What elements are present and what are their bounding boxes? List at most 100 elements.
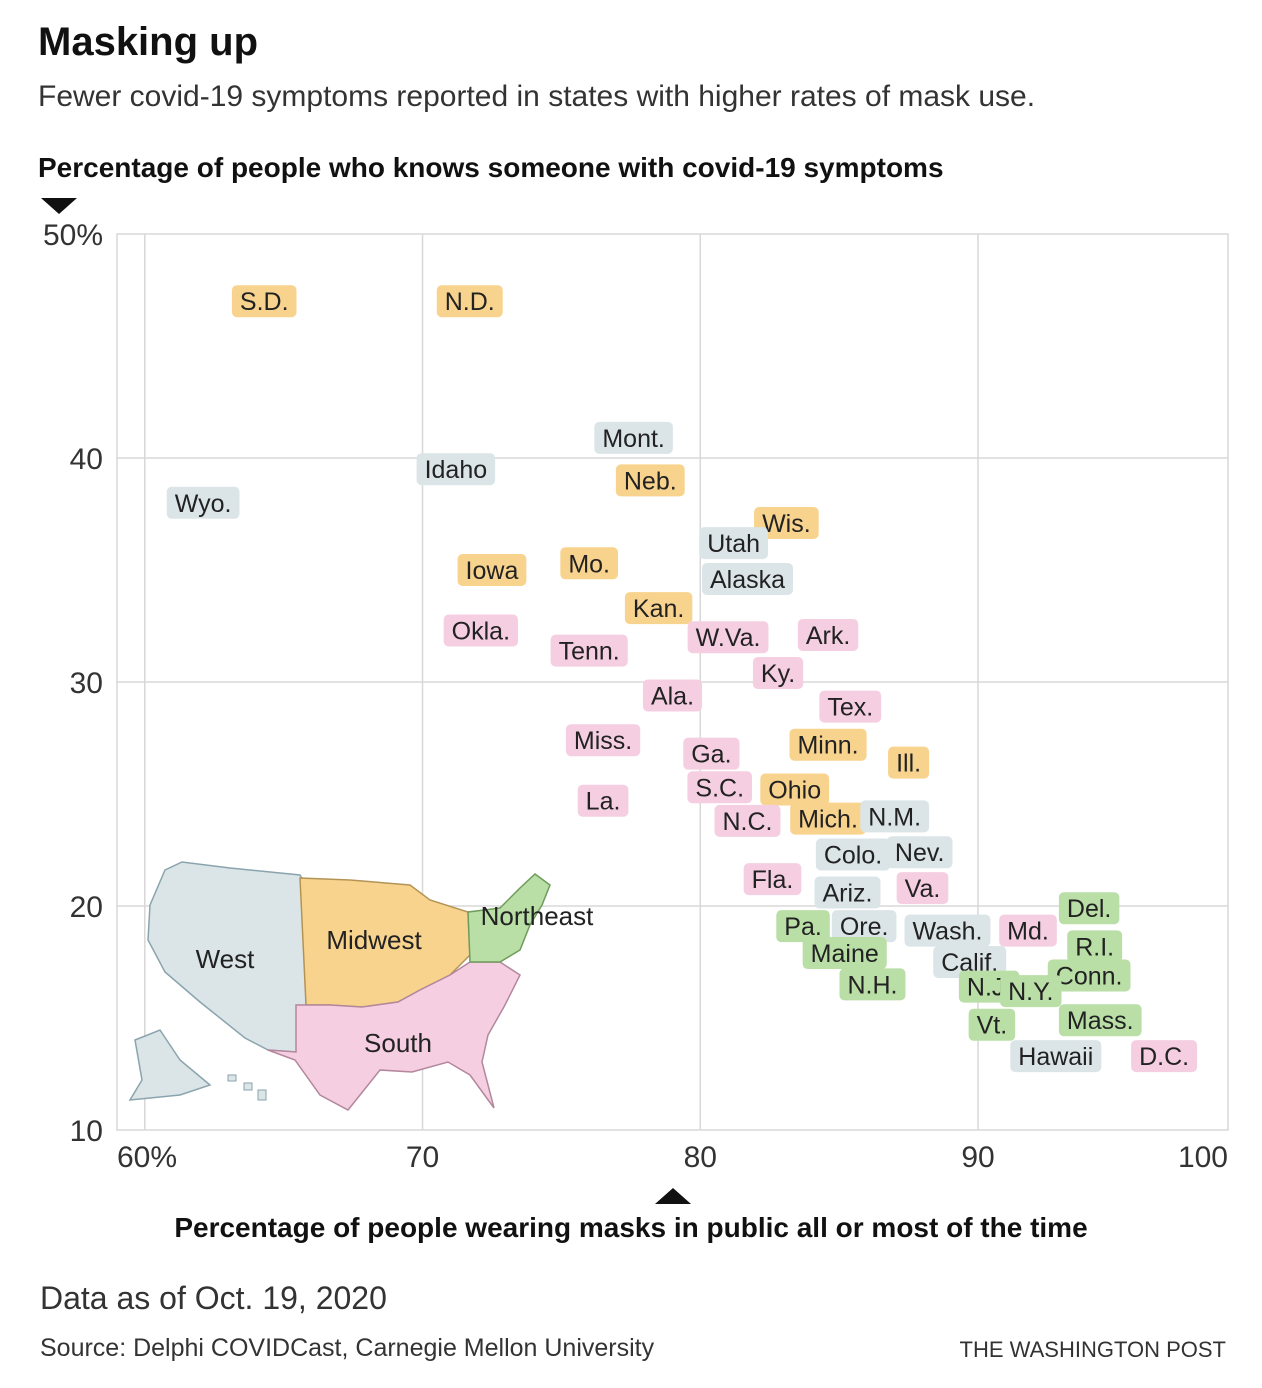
state-point: Mont. <box>594 421 673 454</box>
y-tick-label: 50% <box>43 219 103 252</box>
x-axis-label: Percentage of people wearing masks in pu… <box>174 1212 1088 1243</box>
state-point: Nev. <box>886 836 953 869</box>
state-point-label: Kan. <box>633 595 684 623</box>
map-label-west: West <box>196 944 256 974</box>
state-point-label: Ala. <box>651 682 694 710</box>
state-point-label: Pa. <box>784 913 822 941</box>
map-region-hawaii <box>227 1074 267 1101</box>
state-point-box <box>752 657 804 690</box>
state-point: Del. <box>1058 892 1120 925</box>
state-point-box <box>797 618 859 651</box>
state-point-label: S.C. <box>695 774 744 802</box>
state-point: Alaska <box>701 562 794 595</box>
state-point-box <box>999 914 1057 947</box>
state-point-label: Miss. <box>574 727 632 755</box>
state-point-label: R.I. <box>1075 933 1114 961</box>
state-point: Miss. <box>565 724 641 757</box>
state-point-label: Minn. <box>797 732 858 760</box>
state-point-label: Ky. <box>761 660 795 688</box>
state-point: Utah <box>699 527 769 560</box>
publisher-credit: THE WASHINGTON POST <box>959 1337 1226 1362</box>
state-point: Vt. <box>968 1008 1016 1041</box>
state-point-label: Tex. <box>827 694 873 722</box>
state-point-box <box>457 554 527 586</box>
state-point-label: Ohio <box>768 777 821 805</box>
state-point: Ga. <box>683 737 740 770</box>
state-point-label: La. <box>586 788 621 816</box>
state-point-box <box>1067 930 1123 963</box>
state-point-box <box>683 737 740 770</box>
state-point-box <box>565 724 641 757</box>
state-point-box <box>743 863 802 896</box>
state-point-label: Ariz. <box>822 880 872 908</box>
state-point-box <box>701 562 794 595</box>
y-tick-label: 40 <box>70 443 103 476</box>
state-point: Ky. <box>752 657 804 690</box>
state-point-label: Idaho <box>425 456 488 484</box>
state-point-box <box>896 872 949 905</box>
state-point-box <box>886 836 953 869</box>
state-point: Va. <box>896 872 949 905</box>
state-point-box <box>1058 892 1120 925</box>
state-point-box <box>231 285 297 318</box>
state-point-label: Fla. <box>752 866 794 894</box>
x-tick-label: 100 <box>1178 1141 1228 1174</box>
state-point-label: Maine <box>811 940 879 968</box>
state-point: Ill. <box>888 746 930 779</box>
map-label-midwest: Midwest <box>326 925 422 955</box>
state-point: Wyo. <box>166 486 240 519</box>
state-point-box <box>888 746 930 779</box>
state-point-box <box>560 547 619 580</box>
y-axis-arrow-icon <box>41 198 77 214</box>
state-point-box <box>550 634 628 667</box>
state-point-box <box>624 592 693 625</box>
state-point: Neb. <box>615 464 685 497</box>
state-point: Ala. <box>642 679 703 712</box>
state-point-label: Va. <box>905 875 941 903</box>
state-point-box <box>1010 1040 1102 1073</box>
state-point: Ark. <box>797 618 859 651</box>
state-point-label: Utah <box>707 530 760 558</box>
state-point-box <box>714 804 781 837</box>
state-point-label: N.M. <box>868 803 921 831</box>
state-point: D.C. <box>1131 1040 1198 1073</box>
state-point: R.I. <box>1067 930 1123 963</box>
map-label-northeast: Northeast <box>481 901 594 931</box>
state-point-box <box>760 773 830 806</box>
y-tick-label: 10 <box>70 1115 103 1148</box>
state-point: Hawaii <box>1010 1040 1102 1073</box>
state-point-label: Mo. <box>568 550 610 578</box>
state-point-box <box>802 937 887 970</box>
state-point-label: N.C. <box>722 808 772 836</box>
y-tick-label: 30 <box>70 667 103 700</box>
state-point-label: Tenn. <box>559 638 620 666</box>
state-point: Pa. <box>776 910 830 943</box>
state-point: Tex. <box>819 690 882 723</box>
state-point: N.Y. <box>1000 975 1062 1008</box>
state-point: S.D. <box>231 285 297 318</box>
us-region-map: West Midwest South Northeast <box>128 861 594 1111</box>
chart-title: Masking up <box>38 20 259 64</box>
state-point-label: Nev. <box>895 839 945 867</box>
map-label-south: South <box>364 1028 432 1058</box>
x-tick-label: 70 <box>406 1141 439 1174</box>
state-point-box <box>615 464 685 497</box>
state-point-box <box>436 285 503 318</box>
state-point-box <box>968 1008 1016 1041</box>
state-point: Colo. <box>815 838 891 871</box>
state-point: La. <box>577 784 629 817</box>
state-point: Ore. <box>831 910 897 943</box>
state-point-box <box>1047 959 1131 992</box>
state-point-box <box>831 910 897 943</box>
state-point: W.Va. <box>687 621 769 654</box>
state-point-box <box>687 771 753 804</box>
state-point-box <box>815 838 891 871</box>
state-point-label: N.D. <box>445 288 495 316</box>
state-point-label: D.C. <box>1139 1043 1189 1071</box>
y-tick-label: 20 <box>70 891 103 924</box>
state-point: Maine <box>802 937 887 970</box>
state-point: Idaho <box>416 453 496 486</box>
state-point-label: W.Va. <box>696 624 761 652</box>
state-point-box <box>789 728 867 761</box>
